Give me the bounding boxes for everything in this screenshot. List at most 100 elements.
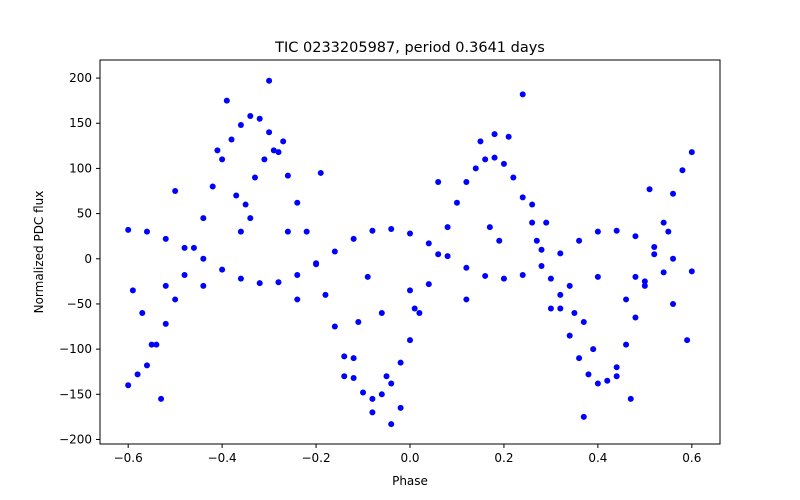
chart-title: TIC 0233205987, period 0.3641 days bbox=[274, 40, 545, 56]
data-point bbox=[505, 133, 512, 140]
data-point bbox=[435, 251, 442, 258]
y-tick-label: −100 bbox=[59, 342, 92, 356]
data-point bbox=[463, 296, 470, 303]
data-point bbox=[350, 355, 357, 362]
data-point bbox=[360, 389, 367, 396]
data-point bbox=[237, 228, 244, 235]
data-points bbox=[125, 77, 695, 428]
data-point bbox=[594, 380, 601, 387]
data-point bbox=[416, 309, 423, 316]
data-point bbox=[158, 395, 165, 402]
data-point bbox=[679, 167, 686, 174]
data-point bbox=[172, 296, 179, 303]
data-point bbox=[576, 355, 583, 362]
x-tick-label: −0.2 bbox=[301, 451, 330, 465]
data-point bbox=[670, 300, 677, 307]
data-point bbox=[364, 273, 371, 280]
data-point bbox=[237, 275, 244, 282]
data-point bbox=[200, 255, 207, 262]
data-point bbox=[181, 244, 188, 251]
data-point bbox=[214, 147, 221, 154]
data-point bbox=[252, 174, 258, 181]
data-point bbox=[665, 228, 672, 235]
x-tick-label: −0.4 bbox=[208, 451, 237, 465]
data-point bbox=[397, 359, 404, 366]
data-point bbox=[557, 250, 564, 257]
data-point bbox=[331, 248, 338, 255]
data-point bbox=[482, 272, 489, 279]
data-point bbox=[369, 227, 376, 234]
data-point bbox=[604, 377, 611, 384]
y-tick-label: 0 bbox=[84, 252, 92, 266]
data-point bbox=[482, 156, 489, 163]
data-point bbox=[566, 282, 573, 289]
data-point bbox=[162, 235, 169, 242]
data-point bbox=[580, 319, 587, 326]
data-point bbox=[407, 230, 413, 237]
data-point bbox=[242, 201, 249, 208]
data-point bbox=[350, 235, 357, 242]
x-tick-label: −0.6 bbox=[114, 451, 143, 465]
data-point bbox=[627, 395, 634, 402]
data-point bbox=[266, 77, 273, 84]
x-tick-label: 0.6 bbox=[682, 451, 701, 465]
data-point bbox=[407, 337, 413, 344]
data-point bbox=[463, 264, 470, 271]
data-point bbox=[233, 192, 240, 199]
data-point bbox=[435, 178, 442, 185]
data-point bbox=[134, 371, 141, 378]
data-point bbox=[632, 273, 639, 280]
data-point bbox=[547, 275, 554, 282]
y-tick-label: 50 bbox=[77, 207, 92, 221]
data-point bbox=[219, 266, 226, 273]
data-point bbox=[660, 219, 667, 226]
data-point bbox=[594, 273, 601, 280]
y-tick-label: −50 bbox=[67, 297, 92, 311]
data-point bbox=[538, 263, 545, 269]
data-point bbox=[444, 253, 451, 260]
data-point bbox=[181, 272, 188, 279]
data-point bbox=[613, 364, 620, 371]
data-point bbox=[538, 246, 545, 253]
data-point bbox=[585, 371, 592, 378]
data-point bbox=[125, 226, 132, 233]
data-point bbox=[172, 188, 179, 195]
data-point bbox=[613, 227, 620, 234]
data-point bbox=[670, 190, 677, 197]
data-point bbox=[275, 279, 282, 286]
data-point bbox=[397, 404, 404, 411]
data-point bbox=[284, 228, 291, 235]
data-point bbox=[510, 174, 517, 181]
data-point bbox=[651, 244, 658, 251]
data-point bbox=[529, 201, 536, 208]
data-point bbox=[684, 337, 691, 344]
data-point bbox=[219, 156, 226, 163]
data-point bbox=[125, 382, 132, 389]
data-point bbox=[519, 272, 526, 279]
y-axis: −200 −150 −100 −50 0 50 100 150 200 bbox=[59, 71, 100, 446]
data-point bbox=[162, 282, 169, 289]
x-tick-label: 0.2 bbox=[494, 451, 513, 465]
data-point bbox=[143, 228, 150, 235]
data-point bbox=[571, 309, 578, 316]
data-point bbox=[256, 115, 263, 122]
data-point bbox=[425, 240, 432, 247]
data-point bbox=[331, 323, 338, 330]
data-point bbox=[209, 183, 216, 190]
data-point bbox=[129, 287, 136, 294]
x-axis-label: Phase bbox=[392, 474, 428, 488]
data-point bbox=[303, 228, 310, 235]
data-point bbox=[153, 341, 160, 348]
data-point bbox=[688, 268, 695, 275]
data-point bbox=[641, 282, 648, 289]
data-point bbox=[388, 225, 395, 232]
data-point bbox=[660, 269, 667, 276]
data-point bbox=[500, 160, 507, 167]
data-point bbox=[477, 138, 484, 145]
data-point bbox=[472, 165, 479, 172]
data-point bbox=[463, 178, 470, 185]
y-tick-label: −150 bbox=[59, 387, 92, 401]
data-point bbox=[632, 233, 639, 240]
